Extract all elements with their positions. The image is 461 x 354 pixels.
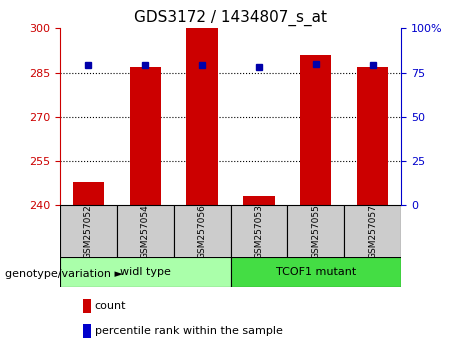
Bar — [287, 205, 344, 258]
Bar — [60, 205, 117, 258]
Bar — [186, 28, 218, 205]
Bar — [73, 182, 104, 205]
Text: GSM257053: GSM257053 — [254, 204, 263, 259]
Text: genotype/variation ►: genotype/variation ► — [5, 269, 123, 279]
Text: percentile rank within the sample: percentile rank within the sample — [95, 326, 283, 336]
Bar — [357, 67, 388, 205]
Bar — [243, 196, 275, 205]
Bar — [130, 67, 161, 205]
Bar — [230, 257, 401, 287]
Text: widl type: widl type — [120, 267, 171, 277]
Text: GSM257052: GSM257052 — [84, 205, 93, 259]
Text: GSM257057: GSM257057 — [368, 204, 377, 259]
Text: count: count — [95, 301, 126, 311]
Bar — [300, 55, 331, 205]
Text: TCOF1 mutant: TCOF1 mutant — [276, 267, 356, 277]
Bar — [344, 205, 401, 258]
Title: GDS3172 / 1434807_s_at: GDS3172 / 1434807_s_at — [134, 9, 327, 25]
Text: GSM257056: GSM257056 — [198, 204, 207, 259]
Bar — [230, 205, 287, 258]
Bar — [174, 205, 230, 258]
Text: GSM257055: GSM257055 — [311, 204, 320, 259]
Bar — [60, 257, 230, 287]
Bar — [117, 205, 174, 258]
Text: GSM257054: GSM257054 — [141, 205, 150, 259]
